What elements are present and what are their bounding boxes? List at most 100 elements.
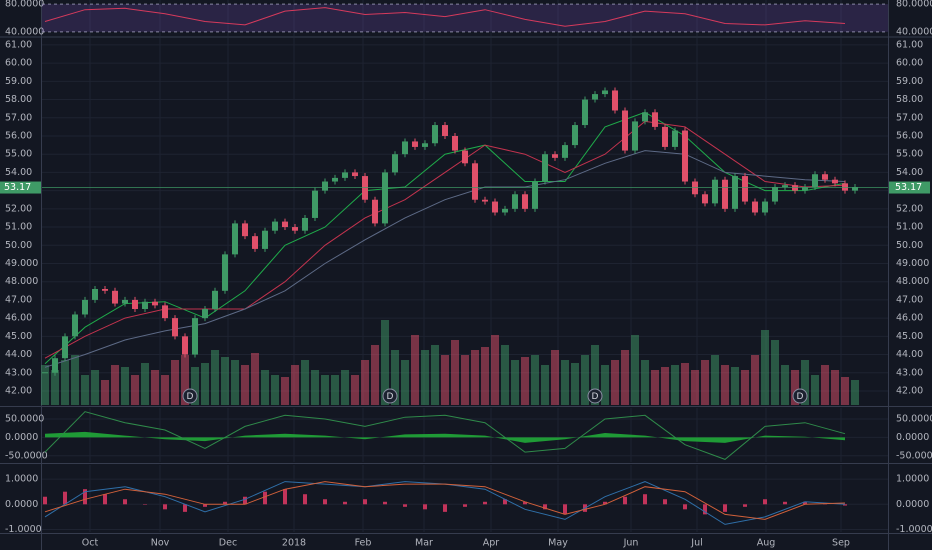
volume-bar [241,365,249,405]
volume-bar [281,377,289,405]
histogram-bar [763,499,767,505]
volume-bar [661,367,669,405]
volume-bar [681,363,689,405]
volume-bar [671,365,679,405]
candle [632,121,638,151]
y-tick-label-right: 0.0000 [896,499,929,510]
candle [62,336,68,359]
candle [332,177,338,182]
candle [502,208,508,213]
y-tick-label-left: 40.0000 [5,26,44,37]
volume-bar [771,340,779,405]
volume-bar [581,355,589,405]
dividend-marker [587,388,603,404]
x-tick-label: Nov [151,538,170,549]
dividend-marker [382,388,398,404]
candle [542,154,548,182]
y-tick-label-right: 54.00 [896,167,923,178]
volume-bar [391,350,399,405]
volume-bar [701,360,709,405]
y-tick-label-right: 47.00 [896,294,923,305]
y-tick-label-left: 60.00 [5,58,32,69]
histogram-bar [523,501,527,505]
rsi-line [44,7,846,27]
histogram-bar [463,504,467,507]
histogram-bar [543,504,547,510]
y-tick-label-left: 54.00 [5,167,32,178]
histogram-bar [123,499,127,505]
y-tick-label-left: 57.00 [5,112,32,123]
candle [522,194,528,209]
x-tick-label: Apr [483,538,500,549]
candle [272,221,278,231]
y-tick-label-left: -50.0000 [5,450,48,461]
y-tick-label-right: -1.0000 [896,524,932,535]
candle [672,130,678,147]
y-tick-label-right: 60.00 [896,58,923,69]
y-tick-label-left: 59.00 [5,76,32,87]
volume-bar [801,360,809,405]
volume-bar [561,360,569,405]
y-tick-label-right: 80.0000 [896,0,932,10]
volume-bar [181,355,189,405]
candle [252,236,258,249]
volume-bar [851,380,859,405]
candle [72,314,78,337]
candle [242,223,248,237]
volume-bar [481,347,489,405]
histogram-bar [263,491,267,505]
volume-bar [811,375,819,405]
candle [682,130,688,182]
y-tick-label-right: 58.00 [896,94,923,105]
volume-bar [611,360,619,405]
volume-bar [371,345,379,405]
candle [732,176,738,209]
y-tick-label-left: 45.00 [5,331,32,342]
volume-bar [711,355,719,405]
oscillator-area [45,431,845,443]
x-tick-label: May [548,538,568,549]
y-tick-label-right: 50.0000 [896,414,932,425]
volume-bar [541,365,549,405]
volume-bar [151,370,159,405]
dividend-label: D [187,392,194,402]
candle [322,181,328,191]
candle [182,336,188,355]
candle [832,179,838,184]
volume-bar [831,370,839,405]
candle [602,90,608,95]
y-tick-label-right: 0.0000 [896,432,929,443]
candle [822,174,828,180]
histogram-bar [783,501,787,505]
candle [102,288,108,291]
candle [82,299,88,315]
volume-bar [751,355,759,405]
y-tick-label-left: 61.00 [5,39,32,50]
candle [412,141,418,147]
volume-bar [421,350,429,405]
candle [622,110,628,151]
y-tick-label-right: 49.000 [896,258,929,269]
x-tick-label: Oct [82,538,99,549]
volume-bar [71,355,79,405]
candle [712,179,718,204]
x-tick-label: Dec [219,538,237,549]
y-tick-label-left: 56.00 [5,130,32,141]
histogram-bar [43,496,47,505]
x-tick-label: 2018 [282,538,306,549]
volume-bar [631,335,639,405]
volume-bar [331,375,339,405]
volume-bar [111,365,119,405]
volume-bar [571,363,579,405]
histogram-bar [303,494,307,505]
histogram-bar [643,494,647,505]
histogram-bar [423,504,427,510]
histogram-bar [723,504,727,512]
y-tick-label-right: 1.0000 [896,474,929,485]
y-tick-label-left: 43.00 [5,367,32,378]
candle [612,90,618,111]
volume-bar [761,330,769,405]
last-price-label: 53.17 [4,182,31,193]
candle [222,254,228,291]
